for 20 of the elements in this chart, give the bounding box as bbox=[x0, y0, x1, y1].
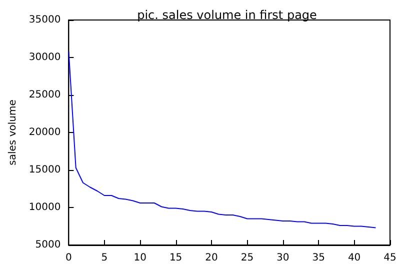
x-tick-label: 45 bbox=[384, 252, 396, 264]
y-tick-label: 25000 bbox=[28, 90, 61, 100]
y-axis-title: sales volume bbox=[8, 100, 18, 166]
x-tick-label: 10 bbox=[134, 252, 146, 264]
y-tick-label: 30000 bbox=[28, 52, 61, 63]
y-tick-label: 15000 bbox=[28, 164, 61, 176]
x-tick-label: 0 bbox=[66, 252, 72, 264]
x-tick-label: 20 bbox=[205, 252, 218, 264]
y-tick-label: 20000 bbox=[28, 127, 61, 138]
x-tick-label: 30 bbox=[276, 252, 290, 264]
y-tick-label: 5000 bbox=[35, 240, 61, 250]
x-tick-label: 5 bbox=[101, 252, 108, 264]
x-tick-label: 40 bbox=[348, 252, 361, 264]
line-series bbox=[68, 51, 376, 228]
x-tick-label: 15 bbox=[169, 252, 182, 264]
x-tick-label: 35 bbox=[312, 252, 325, 264]
x-tick-label: 25 bbox=[240, 252, 254, 264]
chart-title: pic. sales volume in first page bbox=[137, 8, 317, 22]
y-tick-label: 35000 bbox=[28, 14, 61, 26]
y-tick-label: 10000 bbox=[28, 202, 61, 213]
